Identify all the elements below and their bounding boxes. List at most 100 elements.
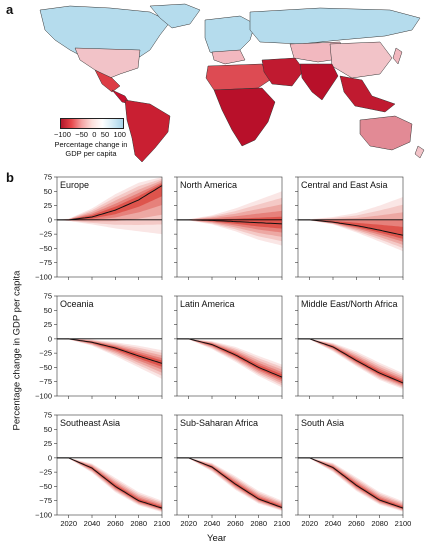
- panel-title: Oceania: [60, 299, 94, 309]
- panel-title: South Asia: [301, 418, 344, 428]
- colorbar-tick: 100: [113, 130, 126, 139]
- y-tick-label: 0: [48, 334, 52, 343]
- y-tick-label: −75: [39, 496, 52, 505]
- colorbar-tick: −50: [75, 130, 88, 139]
- x-tick-label: 2100: [395, 519, 412, 528]
- uncertainty-band: [298, 338, 403, 390]
- x-tick-label: 2020: [301, 519, 318, 528]
- uncertainty-band: [57, 338, 162, 379]
- chart-panel: 2020 2040 2060 2080 2100 Sub-Saharan Africa: [174, 414, 291, 528]
- map-region-southeast-asia: [339, 75, 396, 113]
- x-tick-label: 2060: [348, 519, 365, 528]
- uncertainty-band: [298, 457, 403, 509]
- y-tick-label: −100: [35, 511, 52, 520]
- map-region-australia: [359, 115, 413, 151]
- uncertainty-band: [177, 338, 282, 388]
- map-colorbar: −100 −50 0 50 100 Percentage change in G…: [54, 118, 128, 158]
- y-tick-label: −25: [39, 349, 52, 358]
- panel-frame: [56, 176, 163, 278]
- uncertainty-band: [57, 338, 162, 376]
- colorbar-title-line2: GDP per capita: [65, 149, 117, 158]
- uncertainty-band: [298, 219, 403, 239]
- uncertainty-band: [298, 212, 403, 245]
- y-tick-label: 25: [44, 439, 52, 448]
- panel-frame: [56, 295, 163, 397]
- colorbar-tick: 0: [92, 130, 97, 139]
- uncertainty-band: [57, 338, 162, 370]
- map-region-russia: [249, 7, 421, 45]
- y-tick-label: 75: [44, 292, 52, 301]
- y-tick-label: −75: [39, 377, 52, 386]
- y-tick-label: 50: [44, 306, 52, 315]
- world-map: [39, 3, 425, 163]
- y-tick-label: −50: [39, 244, 52, 253]
- x-tick-label: 2080: [250, 519, 267, 528]
- map-region-subsaharan-africa: [213, 87, 276, 147]
- uncertainty-band: [57, 457, 162, 510]
- median-line: [298, 219, 404, 236]
- median-line: [298, 338, 404, 384]
- x-tick-label: 2040: [325, 519, 342, 528]
- map-region-new-zealand: [414, 145, 425, 159]
- median-line: [177, 457, 283, 509]
- median-line: [57, 338, 163, 364]
- y-tick-label: 25: [44, 201, 52, 210]
- y-tick-label: −50: [39, 482, 52, 491]
- y-tick-label: 50: [44, 187, 52, 196]
- panel-frame: [176, 414, 283, 516]
- x-tick-label: 2040: [204, 519, 221, 528]
- panel-a-label: a: [6, 2, 14, 17]
- panel-b-label: b: [6, 170, 14, 185]
- panel-title: Europe: [60, 180, 89, 190]
- y-tick-label: 25: [44, 320, 52, 329]
- colorbar-ticks: −100 −50 0 50 100: [54, 130, 126, 139]
- y-tick-label: 75: [44, 173, 52, 182]
- colorbar-title: Percentage change in GDP per capita: [54, 140, 128, 158]
- colorbar-tick: 50: [100, 130, 110, 139]
- panel-title: Sub-Saharan Africa: [180, 418, 258, 428]
- chart-panel: North America: [174, 176, 283, 280]
- x-tick-label: 2080: [371, 519, 388, 528]
- median-line: [177, 338, 283, 378]
- map-region-usa: [74, 47, 141, 79]
- panel-frame: [176, 176, 283, 278]
- colorbar-gradient: [60, 118, 124, 129]
- panel-frame: [56, 414, 163, 516]
- median-line: [57, 185, 163, 221]
- map-region-south-america: [124, 99, 171, 163]
- chart-panel: 75 50 25 0 −25 −50 −75 −100 Europe: [35, 173, 163, 282]
- x-tick-label: 2080: [130, 519, 147, 528]
- map-region-mexico: [94, 69, 121, 93]
- y-tick-label: −100: [35, 392, 52, 401]
- median-line: [298, 457, 404, 509]
- map-region-greenland: [149, 3, 201, 29]
- chart-panel: Middle East/North Africa: [295, 295, 404, 399]
- map-region-south-asia: [299, 63, 339, 101]
- chart-panel: 75 50 25 0 −25 −50 −75 −100 Oceania: [35, 292, 163, 401]
- panel-frame: [176, 295, 283, 397]
- x-tick-label: 2020: [60, 519, 77, 528]
- y-tick-label: 0: [48, 453, 52, 462]
- x-axis-label: Year: [207, 533, 227, 544]
- uncertainty-band: [57, 180, 162, 222]
- uncertainty-band: [177, 457, 282, 509]
- uncertainty-band: [57, 178, 162, 225]
- uncertainty-band: [298, 338, 403, 385]
- colorbar-tick: −100: [54, 130, 71, 139]
- panel-title: Middle East/North Africa: [301, 299, 398, 309]
- y-tick-label: 50: [44, 425, 52, 434]
- x-tick-label: 2100: [274, 519, 291, 528]
- x-tick-label: 2060: [107, 519, 124, 528]
- colorbar-title-line1: Percentage change in: [54, 140, 128, 149]
- panel-frame: [297, 176, 404, 278]
- panel-title: Central and East Asia: [301, 180, 388, 190]
- panel-frame: [297, 414, 404, 516]
- uncertainty-band: [57, 457, 162, 509]
- median-line: [177, 219, 283, 225]
- x-tick-label: 2100: [154, 519, 171, 528]
- y-axis-label: Percentage change in GDP per capita: [11, 270, 23, 431]
- y-tick-label: −75: [39, 258, 52, 267]
- uncertainty-band: [298, 204, 403, 249]
